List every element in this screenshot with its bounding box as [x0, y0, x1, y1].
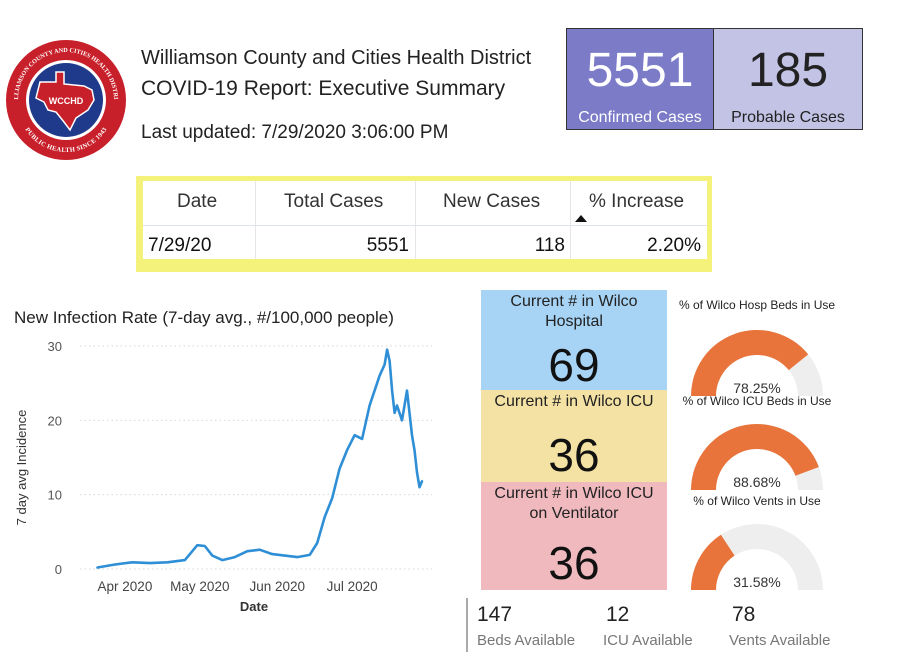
logo-text: WCCHD — [49, 96, 84, 106]
vents-gauge[interactable]: 31.58% — [677, 510, 837, 605]
x-tick-label: Apr 2020 — [98, 579, 153, 594]
report-title: COVID-19 Report: Executive Summary — [141, 77, 506, 100]
icu-beds-gauge[interactable]: 88.68% — [677, 410, 837, 505]
column-header-new-cases[interactable]: New Cases — [443, 191, 541, 212]
icu-available-label: ICU Available — [603, 632, 693, 649]
column-header-percent-increase[interactable]: % Increase — [589, 191, 685, 212]
gauge-value: 31.58% — [733, 574, 780, 590]
vents-available-value: 78 — [732, 603, 756, 626]
y-tick-label: 30 — [48, 339, 62, 354]
table-divider — [255, 181, 256, 259]
hosp-beds-gauge-label: % of Wilco Hosp Beds in Use — [678, 298, 836, 312]
icu-available-value: 12 — [606, 603, 630, 626]
hosp-beds-gauge[interactable]: 78.25% — [677, 316, 837, 411]
icu-tile[interactable]: Current # in Wilco ICU 36 — [481, 390, 667, 482]
confirmed-cases-label: Confirmed Cases — [578, 109, 702, 126]
ventilator-tile[interactable]: Current # in Wilco ICU on Ventilator 36 — [481, 482, 667, 590]
x-tick-label: May 2020 — [170, 579, 229, 594]
y-tick-label: 20 — [48, 413, 62, 428]
vents-gauge-label: % of Wilco Vents in Use — [693, 494, 821, 508]
infection-rate-line-chart[interactable]: 0 10 20 30 Apr 2020 May 2020 Jun 2020 Jul 2020 D… — [0, 330, 460, 620]
column-header-date[interactable]: Date — [177, 191, 218, 212]
vents-available-label: Vents Available — [729, 632, 831, 649]
column-header-total-cases[interactable]: Total Cases — [284, 191, 384, 212]
confirmed-cases-card[interactable]: 5551 Confirmed Cases — [566, 28, 714, 130]
availability-divider — [466, 598, 468, 652]
gauge-value: 78.25% — [733, 380, 780, 396]
table-divider — [570, 181, 571, 259]
hospital-tile[interactable]: Current # in Wilco Hospital 69 — [481, 290, 667, 391]
ventilator-tile-label: Current # in Wilco ICU on Ventilator — [494, 485, 654, 522]
cell-date: 7/29/20 — [148, 235, 212, 256]
hospital-tile-label: Current # in Wilco Hospital — [510, 293, 638, 330]
gauge-value: 88.68% — [733, 474, 780, 490]
organization-name: Williamson County and Cities Health Dist… — [141, 47, 532, 69]
gauge-fill — [691, 330, 809, 396]
cell-total-cases: 5551 — [366, 235, 409, 256]
incidence-series-line — [96, 348, 424, 569]
probable-cases-label: Probable Cases — [731, 109, 845, 126]
x-tick-label: Jul 2020 — [327, 579, 378, 594]
x-tick-label: Jun 2020 — [249, 579, 305, 594]
beds-available-value: 147 — [477, 603, 513, 626]
chart-title: New Infection Rate (7-day avg., #/100,00… — [14, 308, 394, 327]
wcchd-logo: WCCHD WILLIAMSON COUNTY AND CITIES HEALT… — [4, 38, 126, 160]
summary-table[interactable]: Date Total Cases New Cases % Increase 7/… — [143, 181, 707, 259]
hospital-count: 69 — [548, 339, 600, 391]
gauge-fill — [691, 424, 819, 490]
y-tick-label: 10 — [48, 488, 62, 503]
probable-cases-card[interactable]: 185 Probable Cases — [713, 28, 863, 130]
last-updated: Last updated: 7/29/2020 3:06:00 PM — [141, 122, 449, 143]
icu-tile-label: Current # in Wilco ICU — [494, 393, 654, 410]
gauge-fill — [691, 534, 735, 590]
cell-new-cases: 118 — [534, 235, 565, 256]
y-tick-label: 0 — [55, 562, 62, 577]
confirmed-cases-value: 5551 — [586, 44, 694, 97]
y-axis-label: 7 day avg Incidence — [14, 410, 29, 526]
sort-ascending-icon[interactable] — [575, 215, 587, 222]
cell-percent-increase: 2.20% — [647, 235, 701, 256]
probable-cases-value: 185 — [747, 44, 829, 97]
ventilator-count: 36 — [548, 537, 600, 589]
icu-beds-gauge-label: % of Wilco ICU Beds in Use — [682, 394, 832, 408]
x-axis-label: Date — [240, 599, 268, 614]
beds-available-label: Beds Available — [477, 632, 576, 649]
table-divider — [415, 181, 416, 259]
header-divider — [143, 225, 707, 226]
icu-count: 36 — [548, 429, 600, 481]
